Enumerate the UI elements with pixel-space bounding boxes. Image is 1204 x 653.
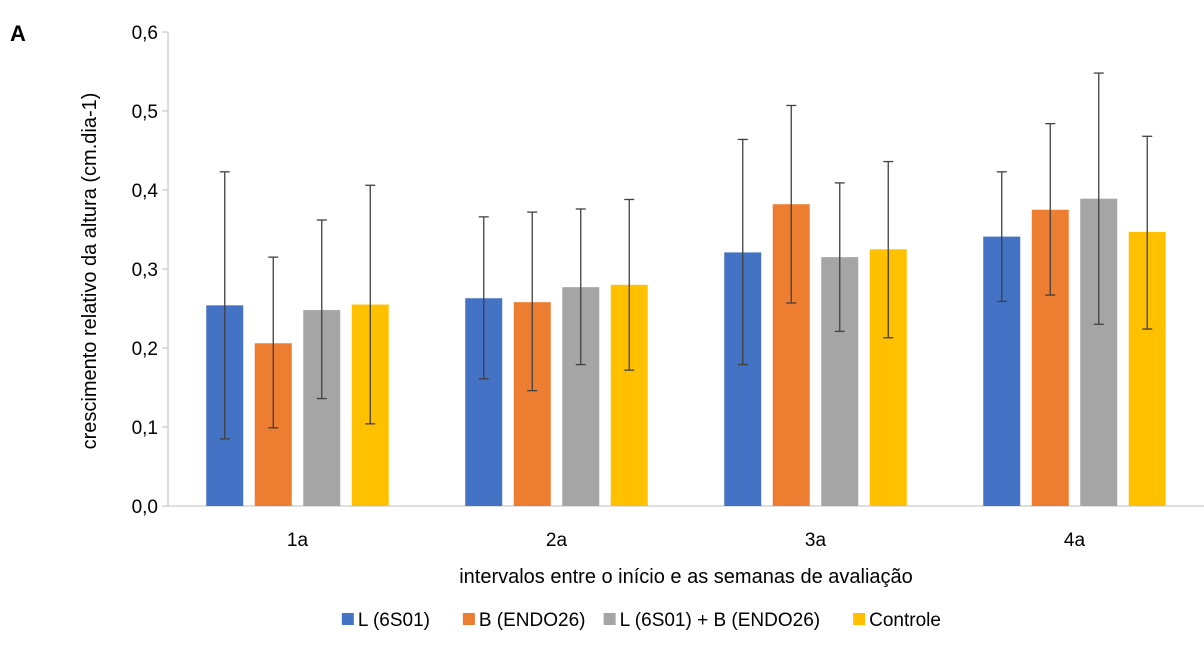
x-axis-title: intervalos entre o início e as semanas d… [459, 566, 913, 588]
y-axis: 0,0 0,1 0,2 0,3 0,4 0,5 0,6 [132, 23, 169, 518]
x-tick-label: 3a [805, 530, 827, 551]
legend-swatch [853, 613, 866, 625]
legend-label: Controle [869, 610, 941, 631]
legend-swatch [603, 613, 616, 625]
y-tick-label: 0,1 [132, 418, 158, 439]
legend-item: B (ENDO26) [462, 610, 586, 631]
y-tick-label: 0,4 [132, 181, 159, 202]
legend-item: L (6S01) [341, 610, 430, 631]
x-tick-label: 1a [287, 530, 309, 551]
legend-label: B (ENDO26) [479, 610, 586, 631]
y-axis-title: crescimento relativo da altura (cm.dia-1… [79, 93, 101, 450]
x-axis: 1a 2a 3a 4a [168, 505, 1204, 551]
x-tick-label: 2a [546, 530, 568, 551]
legend-swatch [341, 613, 354, 625]
legend-label: L (6S01) + B (ENDO26) [620, 610, 820, 631]
panel-label: A [10, 21, 26, 46]
y-tick-label: 0,2 [132, 339, 158, 360]
legend-item: Controle [853, 610, 941, 631]
legend-swatch [462, 613, 475, 625]
legend-label: L (6S01) [358, 610, 430, 631]
x-tick-label: 4a [1064, 530, 1086, 551]
y-tick-label: 0,6 [132, 23, 158, 44]
y-tick-label: 0,5 [132, 102, 158, 123]
bars [206, 198, 1166, 507]
y-tick-label: 0,0 [132, 497, 158, 518]
legend-item: L (6S01) + B (ENDO26) [603, 610, 820, 631]
legend: L (6S01) B (ENDO26) L (6S01) + B (ENDO26) C… [341, 610, 941, 631]
y-tick-label: 0,3 [132, 260, 158, 281]
error-bars [219, 72, 1153, 440]
